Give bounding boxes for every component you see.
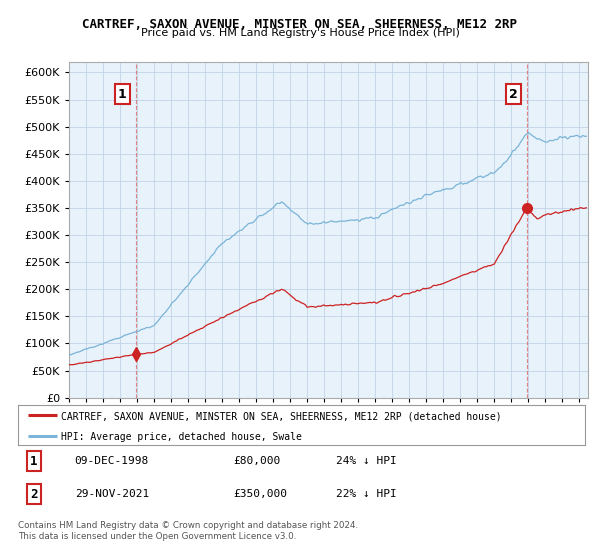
Text: CARTREF, SAXON AVENUE, MINSTER ON SEA, SHEERNESS, ME12 2RP: CARTREF, SAXON AVENUE, MINSTER ON SEA, S… [83, 18, 517, 31]
Text: 29-NOV-2021: 29-NOV-2021 [75, 489, 149, 500]
Text: 22% ↓ HPI: 22% ↓ HPI [335, 489, 396, 500]
Text: £80,000: £80,000 [233, 456, 281, 466]
Text: 24% ↓ HPI: 24% ↓ HPI [335, 456, 396, 466]
Text: 1: 1 [30, 455, 38, 468]
Text: CARTREF, SAXON AVENUE, MINSTER ON SEA, SHEERNESS, ME12 2RP (detached house): CARTREF, SAXON AVENUE, MINSTER ON SEA, S… [61, 411, 501, 421]
Text: 2: 2 [30, 488, 38, 501]
Text: Price paid vs. HM Land Registry's House Price Index (HPI): Price paid vs. HM Land Registry's House … [140, 28, 460, 38]
Text: 1: 1 [118, 87, 127, 101]
Text: £350,000: £350,000 [233, 489, 287, 500]
Text: 2: 2 [509, 87, 518, 101]
Text: 09-DEC-1998: 09-DEC-1998 [75, 456, 149, 466]
Text: Contains HM Land Registry data © Crown copyright and database right 2024.: Contains HM Land Registry data © Crown c… [18, 521, 358, 530]
Text: HPI: Average price, detached house, Swale: HPI: Average price, detached house, Swal… [61, 432, 301, 442]
Text: This data is licensed under the Open Government Licence v3.0.: This data is licensed under the Open Gov… [18, 532, 296, 541]
